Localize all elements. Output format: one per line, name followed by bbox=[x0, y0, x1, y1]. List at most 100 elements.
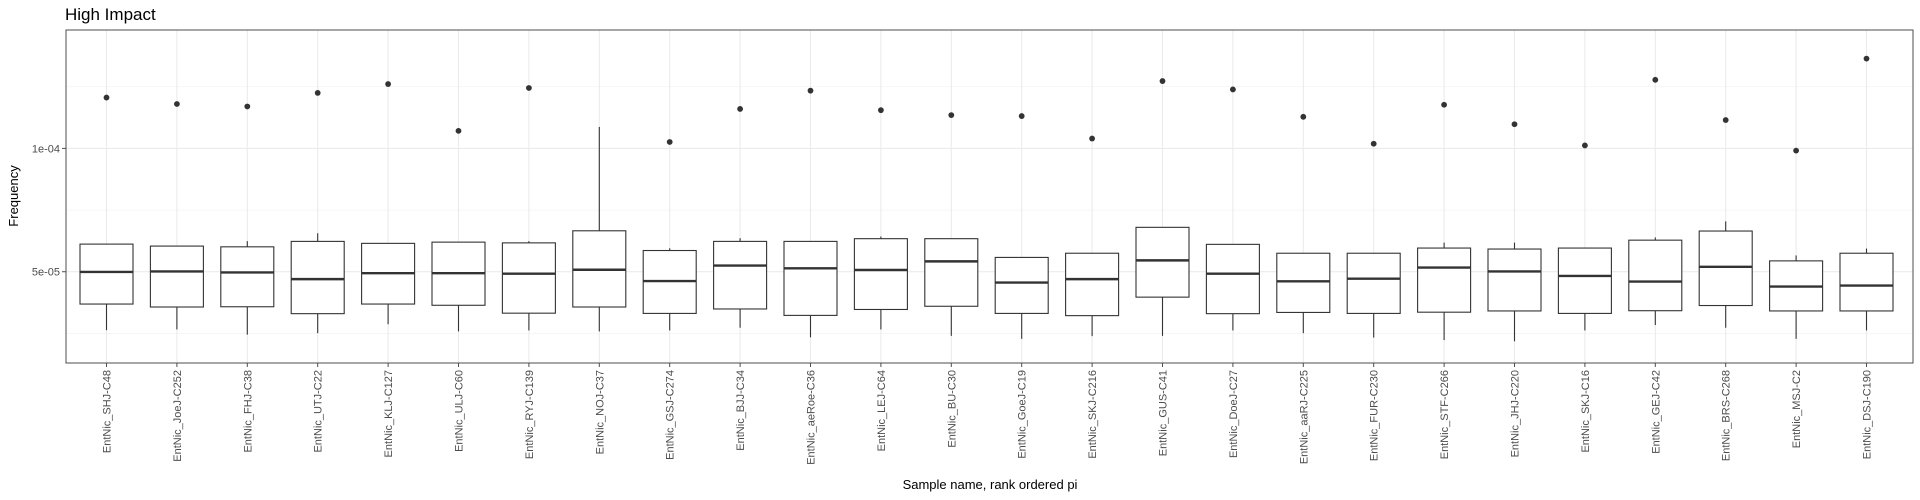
box-group bbox=[1276, 113, 1331, 334]
box-iqr bbox=[1135, 226, 1190, 298]
x-tick-label: EntNic_KLJ-C127 bbox=[383, 370, 395, 457]
box-iqr bbox=[783, 240, 838, 316]
box-iqr bbox=[1839, 252, 1894, 312]
box-iqr bbox=[924, 238, 979, 307]
box-iqr bbox=[1205, 243, 1260, 315]
box-group bbox=[1205, 86, 1260, 331]
box-group bbox=[1769, 147, 1824, 339]
x-tick-label: EntNic_BRS-C268 bbox=[1721, 370, 1733, 461]
outlier-point bbox=[1230, 86, 1236, 93]
outlier-point bbox=[1370, 140, 1377, 147]
box-group bbox=[220, 103, 275, 335]
box-iqr bbox=[1557, 247, 1612, 314]
x-tick-label: EntNic_RYJ-C139 bbox=[524, 370, 536, 459]
box-group bbox=[361, 81, 416, 325]
x-tick-label: EntNic_MSJ-C2 bbox=[1791, 370, 1803, 448]
outlier-point bbox=[948, 112, 955, 118]
box-group bbox=[1839, 55, 1894, 331]
y-axis: 5e-05 1e-04 bbox=[32, 143, 66, 279]
x-tick-label: EntNic_aaRJ-C225 bbox=[1298, 370, 1310, 464]
y-tick-label: 5e-05 bbox=[32, 267, 60, 279]
x-tick-label: EntNic_BU-C30 bbox=[946, 370, 958, 448]
outlier-point bbox=[1018, 113, 1025, 119]
box-group bbox=[994, 113, 1049, 339]
outlier-point bbox=[1089, 135, 1095, 142]
outlier-point bbox=[103, 94, 110, 101]
box-iqr bbox=[994, 256, 1049, 314]
box-iqr bbox=[220, 246, 275, 308]
box-group bbox=[783, 87, 838, 338]
box-group bbox=[431, 127, 486, 332]
outlier-point bbox=[878, 107, 884, 114]
box-group bbox=[713, 106, 768, 328]
box-group bbox=[853, 107, 908, 330]
outlier-point bbox=[1441, 101, 1447, 108]
x-tick-label: EntNic_BJJ-C34 bbox=[735, 370, 747, 451]
box-group bbox=[149, 101, 204, 330]
box-iqr bbox=[501, 242, 556, 314]
box-iqr bbox=[1417, 247, 1472, 313]
box-group bbox=[1628, 76, 1683, 326]
x-tick-label: EntNic_SHJ-C48 bbox=[102, 370, 114, 453]
chart-title: High Impact bbox=[65, 5, 156, 24]
x-axis: EntNic_SHJ-C48 EntNic_JoeJ-C252 EntNic_FHJ… bbox=[102, 363, 1874, 465]
box-iqr bbox=[1698, 230, 1753, 307]
box-group bbox=[1065, 135, 1120, 337]
box-group bbox=[79, 94, 134, 331]
outlier-point bbox=[174, 101, 180, 107]
box-layer bbox=[79, 55, 1894, 342]
box-iqr bbox=[149, 245, 204, 308]
y-axis-title: Frequency bbox=[6, 165, 21, 227]
x-tick-label: EntNic_FUR-C230 bbox=[1369, 370, 1381, 461]
box-group bbox=[501, 85, 556, 331]
box-group bbox=[642, 139, 697, 331]
box-iqr bbox=[853, 238, 908, 311]
x-tick-label: EntNic_SKJ-C16 bbox=[1580, 370, 1592, 453]
box-iqr bbox=[1346, 252, 1401, 314]
outlier-point bbox=[1863, 55, 1870, 62]
x-axis-title: Sample name, rank ordered pi bbox=[903, 477, 1078, 492]
outlier-point bbox=[666, 139, 673, 145]
outlier-point bbox=[526, 85, 532, 91]
x-tick-label: EntNic_SKJ-C216 bbox=[1087, 370, 1099, 459]
box-group bbox=[1346, 140, 1401, 338]
box-group bbox=[1417, 101, 1472, 341]
x-tick-label: EntNic_NOJ-C37 bbox=[594, 370, 606, 454]
x-tick-label: EntNic_GUS-C41 bbox=[1158, 370, 1170, 456]
outlier-point bbox=[1511, 121, 1518, 128]
y-tick-label: 1e-04 bbox=[32, 143, 60, 155]
box-iqr bbox=[290, 240, 345, 315]
x-tick-label: EntNic_LEJ-C64 bbox=[876, 370, 888, 451]
x-tick-label: EntNic_FHJ-C38 bbox=[242, 370, 254, 453]
x-tick-label: EntNic_DSJ-C190 bbox=[1862, 370, 1874, 459]
box-iqr bbox=[1276, 252, 1331, 313]
box-group bbox=[1557, 142, 1612, 331]
box-group bbox=[1698, 117, 1753, 328]
x-tick-label: EntNic_GoeJ-C19 bbox=[1017, 370, 1029, 459]
x-tick-label: EntNic_DoeJ-C27 bbox=[1228, 370, 1240, 458]
outlier-point bbox=[1722, 117, 1729, 123]
box-iqr bbox=[713, 240, 768, 310]
x-tick-label: EntNic_ULJ-C60 bbox=[454, 370, 466, 452]
box-group bbox=[1487, 121, 1542, 342]
outlier-point bbox=[737, 106, 743, 112]
outlier-point bbox=[1582, 142, 1588, 149]
box-iqr bbox=[1487, 248, 1542, 312]
box-iqr bbox=[1065, 252, 1120, 317]
outlier-point bbox=[1159, 78, 1166, 84]
x-tick-label: EntNic_JoeJ-C252 bbox=[172, 370, 184, 462]
box-iqr bbox=[79, 243, 134, 305]
box-group bbox=[924, 112, 979, 336]
outlier-point bbox=[1300, 113, 1307, 120]
box-iqr bbox=[1628, 239, 1683, 312]
x-tick-label: EntNic_JHJ-C220 bbox=[1510, 370, 1522, 457]
x-tick-label: EntNic_GSJ-C274 bbox=[665, 370, 677, 460]
box-group bbox=[290, 90, 345, 334]
panel-border bbox=[65, 29, 1914, 364]
x-tick-label: EntNic_GEJ-C42 bbox=[1650, 370, 1662, 454]
x-tick-label: EntNic_aeRoe-C36 bbox=[806, 370, 818, 465]
outlier-point bbox=[385, 81, 391, 87]
box-group bbox=[1135, 78, 1190, 336]
outlier-point bbox=[314, 90, 321, 96]
